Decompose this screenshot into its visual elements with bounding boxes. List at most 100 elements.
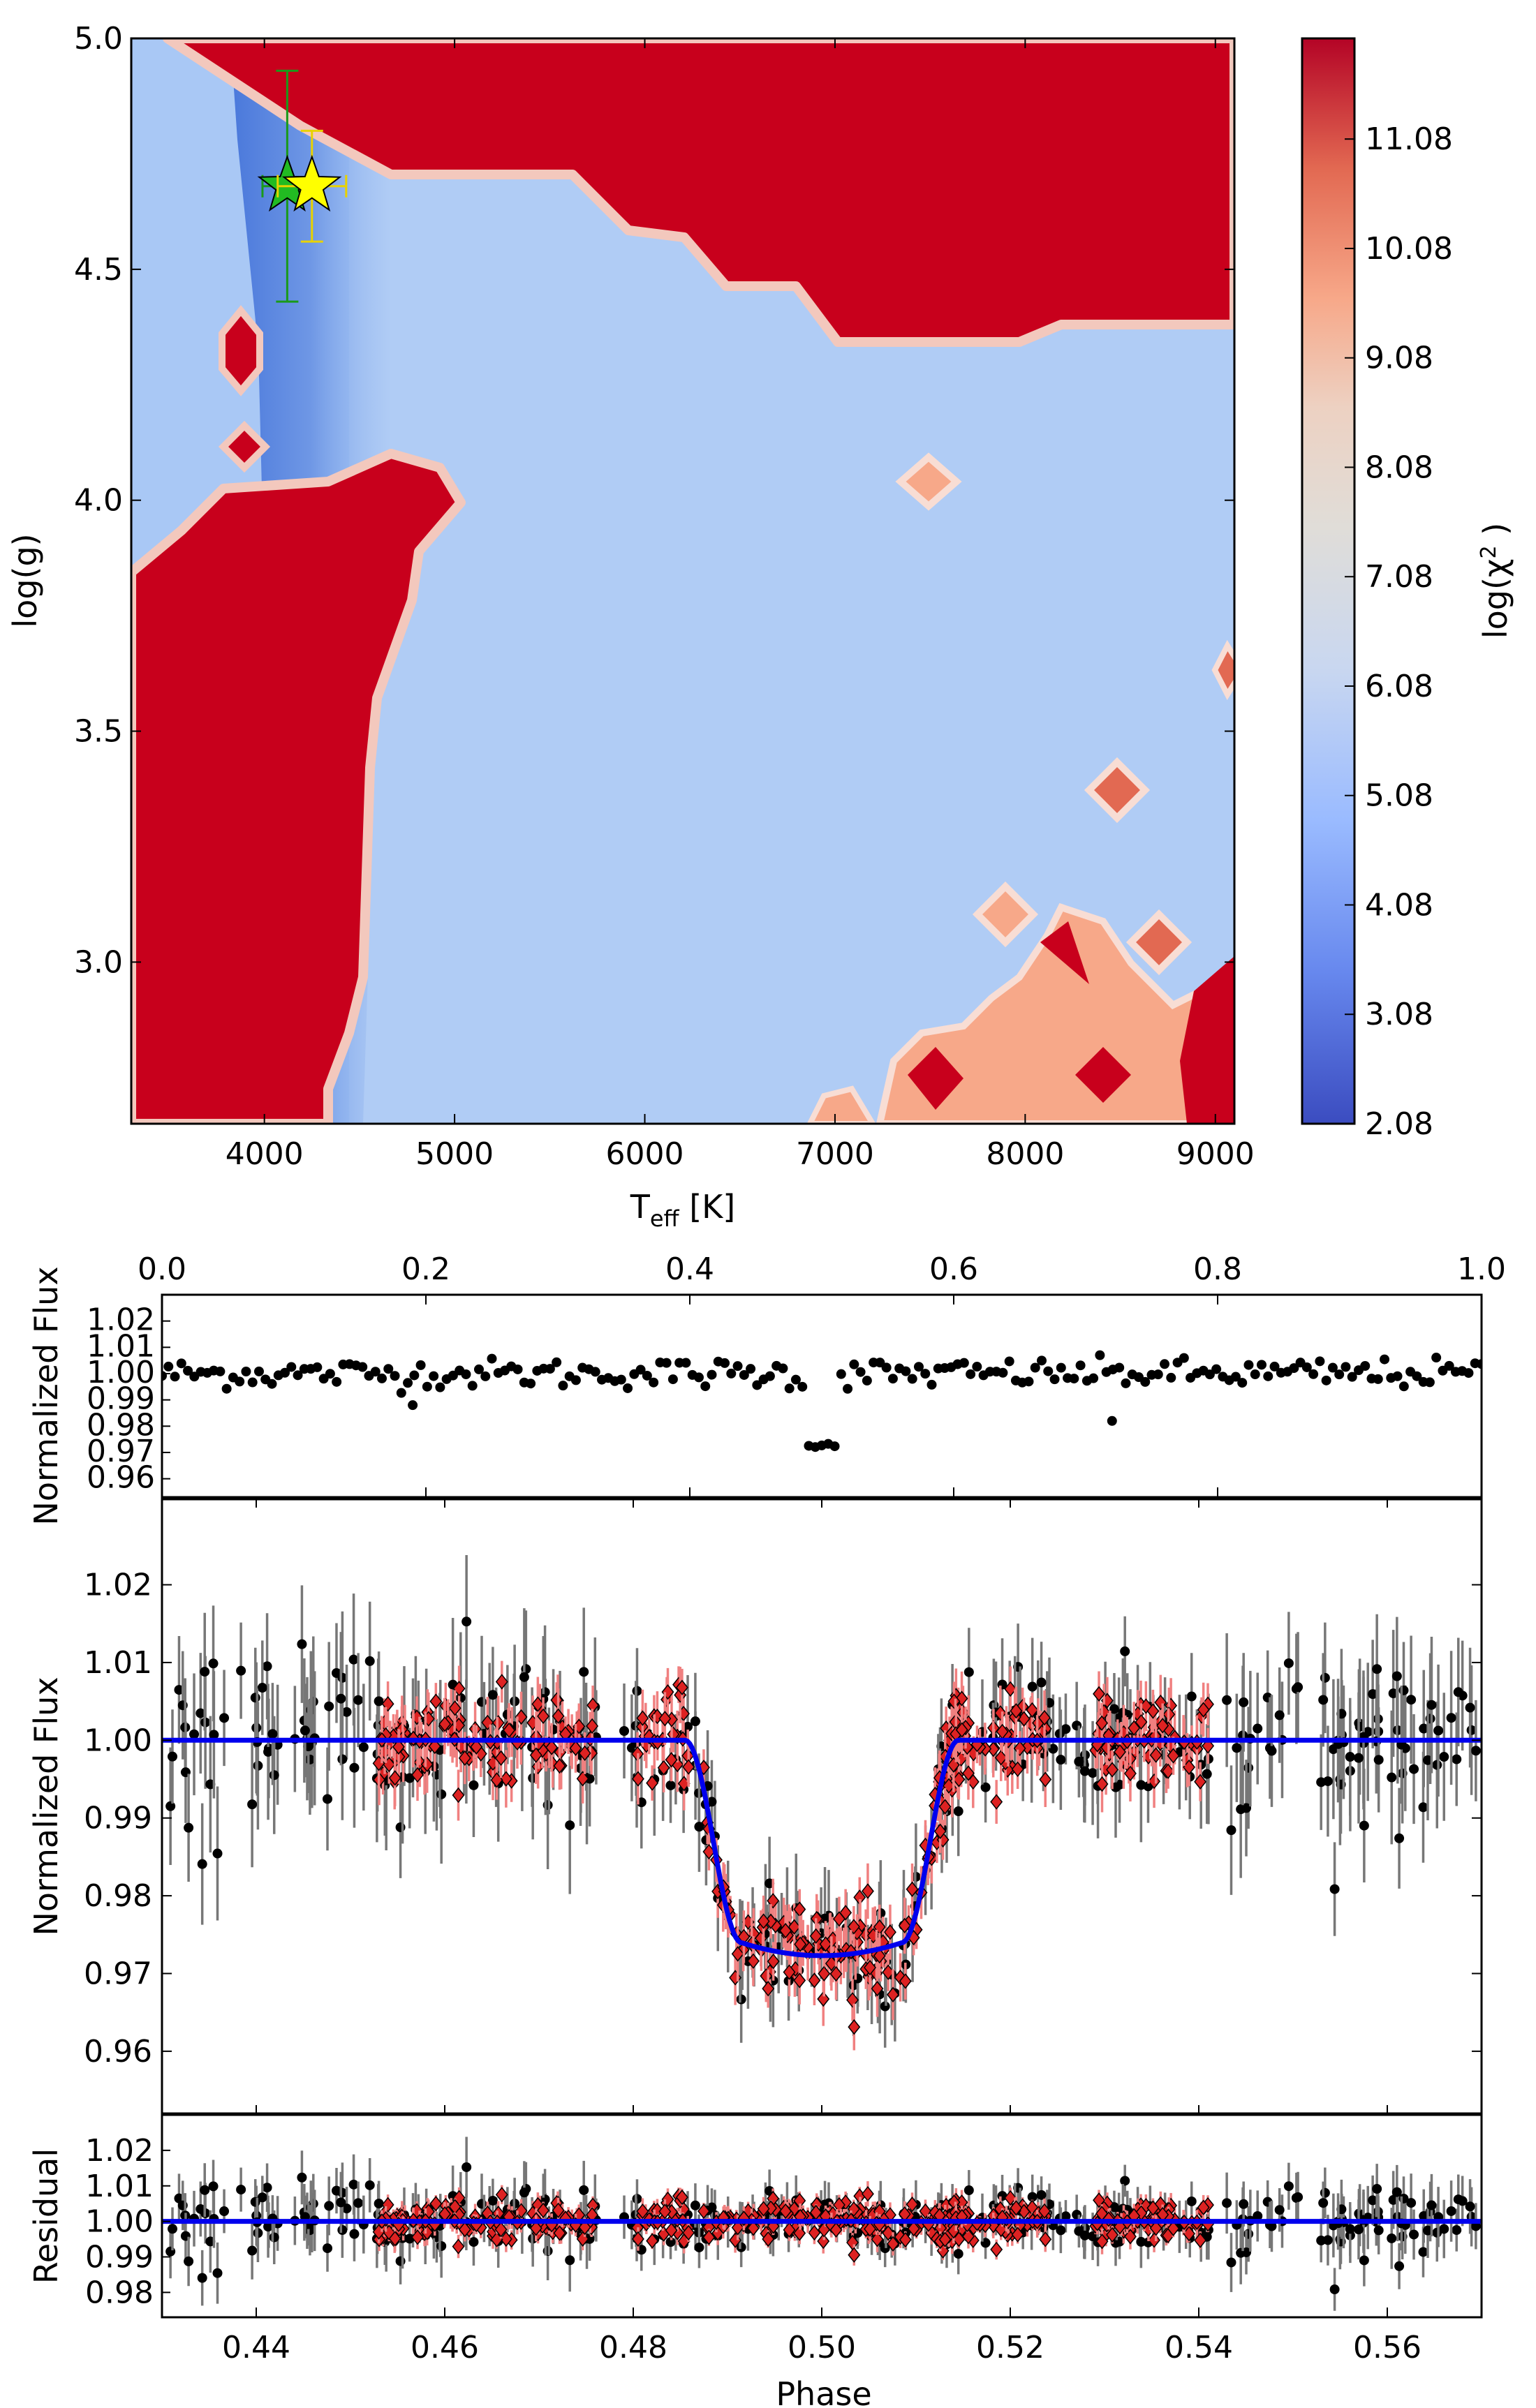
flux-point (855, 1367, 866, 1377)
residual-point-circle (1394, 2261, 1405, 2271)
flux-point (403, 1378, 413, 1388)
flux-point-circle (364, 1656, 375, 1666)
flux-point-circle (358, 1742, 369, 1753)
flux-point-diamond (1114, 1744, 1126, 1760)
residual-point-diamond (919, 2203, 932, 2220)
residual-point-diamond (1095, 2234, 1109, 2250)
flux-point (558, 1381, 568, 1391)
colorbar-label: log(χ2 ) (1477, 523, 1514, 639)
residual-point-circle (1446, 2206, 1456, 2216)
flux-point-diamond (481, 1714, 494, 1731)
colorbar-tick-label: 10.08 (1365, 231, 1453, 267)
flux-point (357, 1362, 368, 1372)
x-tick-label: 0.48 (599, 2330, 667, 2365)
heatmap-panel: 4000 5000 6000 7000 8000 90003.03.54.04.55.0 … (6, 21, 1255, 1232)
flux-point-circle (1222, 1695, 1232, 1705)
panel-residual: 0.980.991.001.011.020.44 0.46 0.48 0.50 0.52… (85, 1499, 1483, 2365)
residual-point-circle (197, 2273, 207, 2283)
flux-point (215, 1366, 226, 1376)
flux-point (843, 1383, 853, 1394)
flux-point-diamond (955, 1722, 968, 1738)
flux-point (370, 1367, 381, 1377)
residual-point-diamond (746, 2220, 760, 2236)
residual-point-diamond (1146, 2200, 1160, 2216)
flux-point-diamond (1197, 1702, 1210, 1718)
flux-point (616, 1374, 626, 1385)
flux-point-diamond (545, 1739, 559, 1755)
flux-point-circle (341, 1707, 352, 1717)
flux-point (707, 1369, 717, 1380)
residual-point-circle (353, 2198, 364, 2208)
flux-point (435, 1382, 445, 1392)
residual-point-diamond (1093, 2192, 1105, 2208)
flux-point-diamond (646, 1775, 659, 1791)
residual-point-diamond (793, 2225, 806, 2241)
residual-point-diamond (808, 2224, 821, 2241)
flux-point-circle (1232, 1743, 1242, 1753)
flux-point (1424, 1377, 1435, 1388)
residual-point-circle (1439, 2224, 1449, 2234)
residual-point-diamond (494, 2222, 508, 2238)
residual-point-circle (208, 2181, 219, 2192)
flux-point-diamond (762, 1980, 775, 1997)
flux-point-diamond (1095, 1776, 1109, 1792)
flux-point-diamond (955, 1690, 968, 1707)
top-x-tick-label: 0.2 (401, 1251, 450, 1287)
flux-point-diamond (1156, 1718, 1169, 1734)
flux-point (849, 1359, 859, 1369)
residual-point-diamond (646, 2233, 659, 2249)
flux-point-diamond (899, 1973, 912, 1989)
flux-point (383, 1364, 394, 1374)
residual-point-circle (1423, 2225, 1433, 2236)
flux-point (267, 1378, 277, 1389)
flux-point-circle (1318, 1695, 1329, 1705)
high-chi2-island (908, 1047, 963, 1110)
x-tick-label: 0.46 (411, 2330, 479, 2365)
flux-point-diamond (767, 1953, 780, 1970)
heatmap-frame (130, 37, 1236, 1125)
flux-point-diamond (503, 1722, 516, 1739)
flux-point-circle (1202, 1769, 1212, 1779)
flux-point (293, 1370, 303, 1381)
flux-point (681, 1358, 691, 1368)
flux-point-diamond (1004, 1681, 1017, 1697)
flux-point-diamond (411, 1767, 424, 1783)
colorbar-tick-label: 2.08 (1365, 1106, 1433, 1142)
residual-point-circle (1322, 2235, 1333, 2245)
flux-point (1360, 1361, 1371, 1372)
flux-point-circle (257, 1683, 267, 1693)
flux-point-diamond (871, 1980, 884, 1997)
flux-point (907, 1374, 917, 1384)
flux-point-diamond (537, 1708, 550, 1725)
full-orbit-points (162, 1350, 1482, 1452)
residual-point-circle (1426, 2200, 1437, 2210)
residual-point-circle (262, 2183, 272, 2193)
residual-point-circle (1418, 2247, 1428, 2257)
flux-point-diamond (531, 1696, 545, 1712)
residual-point-circle (1373, 2225, 1384, 2236)
chi2-island (895, 452, 962, 511)
flux-point-diamond (651, 1708, 664, 1725)
flux-point-diamond (458, 1750, 471, 1767)
flux-point-circle (208, 1658, 219, 1669)
flux-point (570, 1375, 581, 1385)
flux-point (241, 1366, 251, 1376)
x-tick-label: 8000 (986, 1136, 1064, 1172)
transit-zoom-frame (161, 1498, 1483, 2115)
flux-point-circle (247, 1799, 258, 1810)
flux-point-diamond (392, 1739, 405, 1755)
residual-point-diamond (697, 2203, 710, 2220)
flux-point-circle (1056, 1755, 1066, 1765)
flux-point-circle (1345, 1752, 1355, 1762)
residual-point-circle (167, 2224, 177, 2234)
flux-point-diamond (665, 1752, 678, 1768)
flux-point-diamond (1123, 1765, 1137, 1782)
flux-point-circle (304, 1754, 315, 1764)
flux-point (1334, 1369, 1345, 1380)
residual-point-circle (165, 2246, 176, 2257)
flux-point (623, 1383, 633, 1393)
flux-point-circle (331, 1667, 341, 1678)
panel-transit-zoom: 0.96 0.97 0.98 0.99 1.00 1.01 1.02 (84, 1498, 1483, 2115)
y-tick-label: 1.00 (85, 2204, 154, 2240)
y-tick-label: 3.5 (74, 714, 123, 750)
